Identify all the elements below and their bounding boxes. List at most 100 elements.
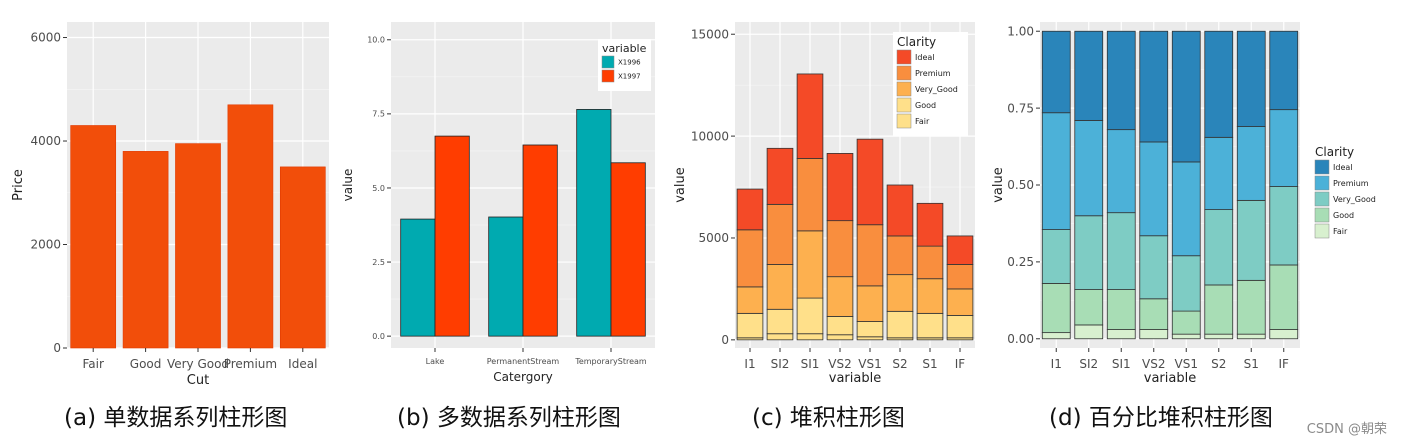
bar-premium-i1 (1041, 112, 1071, 230)
y-axis-title: value (991, 167, 1006, 203)
x-tick-label: VS2 (828, 357, 851, 371)
x-tick-label: S1 (922, 357, 937, 371)
bar-x1996-temporarystream (576, 109, 612, 337)
x-axis-title: variable (829, 371, 881, 386)
legend-label-fair: Fair (915, 117, 930, 126)
y-tick-label: 0 (721, 333, 729, 347)
bar-ideal (279, 166, 326, 349)
bar-ideal-i1 (736, 188, 764, 231)
legend-label-fair: Fair (1333, 227, 1348, 236)
bar-premium-si2 (766, 203, 794, 265)
bar-very-good-vs1 (856, 285, 884, 322)
legend-key-good (896, 97, 912, 113)
bar-premium-vs1 (856, 224, 884, 287)
x-tick-label: Lake (426, 357, 445, 366)
legend-title: variable (602, 42, 647, 55)
bar-good-s1 (916, 312, 944, 339)
x-tick-label: Ideal (288, 357, 317, 371)
y-tick-label: 0.25 (1007, 255, 1034, 269)
bar-good-i1 (1041, 283, 1071, 334)
bar-ideal-si2 (766, 147, 794, 205)
y-tick-label: 5.0 (372, 184, 385, 193)
bar-fair-vs1 (1171, 333, 1201, 340)
bar-x1997-lake (434, 135, 470, 337)
bar-very-good-vs1 (1171, 255, 1201, 312)
bar-good-if (946, 314, 974, 339)
bar-ideal-vs2 (1139, 30, 1169, 143)
legend-key-very-good (1314, 191, 1330, 207)
y-axis-title: value (673, 167, 688, 203)
x-tick-label: Good (130, 357, 162, 371)
bar-ideal-s2 (1204, 30, 1234, 138)
caption-c: (c) 堆积柱形图 (752, 405, 905, 431)
bar-ideal-s1 (916, 202, 944, 247)
y-axis-title: Price (11, 169, 26, 201)
bar-premium-s2 (1204, 136, 1234, 211)
legend-key-fair (1314, 223, 1330, 239)
x-tick-label: S2 (892, 357, 907, 371)
bar-premium-vs1 (1171, 161, 1201, 257)
legend-key-fair (896, 113, 912, 129)
bar-ideal-if (1269, 30, 1299, 111)
legend-label-good: Good (1333, 211, 1354, 220)
bar-x1997-temporarystream (610, 162, 646, 337)
bar-good-si1 (1106, 289, 1136, 330)
y-tick-label: 7.5 (372, 110, 385, 119)
bar-premium-s1 (916, 245, 944, 280)
legend: Clarity Ideal Premium Very_Good Good Fair (893, 32, 968, 136)
legend-label-good: Good (915, 101, 936, 110)
bar-premium-s1 (1236, 126, 1266, 201)
bar-fair-s1 (1236, 333, 1266, 340)
bar-very-good-s2 (886, 274, 914, 312)
bar-good-si2 (1074, 289, 1104, 326)
bar-very-good-si1 (796, 230, 824, 299)
bar-x1996-lake (400, 218, 436, 337)
x-tick-label: S1 (1244, 357, 1259, 371)
bar-very-good-si2 (766, 264, 794, 310)
bar-x1997-permanentstream (522, 144, 558, 337)
bar-premium-vs2 (826, 220, 854, 278)
y-tick-label: 2000 (30, 238, 61, 252)
y-tick-label: 4000 (30, 134, 61, 148)
x-tick-label: VS1 (1175, 357, 1198, 371)
bar-fair-i1 (1041, 332, 1071, 340)
x-tick-label: I1 (1051, 357, 1062, 371)
bar-ideal-s1 (1236, 30, 1266, 127)
y-tick-label: 0 (53, 341, 61, 355)
legend-title: Clarity (897, 35, 936, 49)
bar-ideal-si2 (1074, 30, 1104, 121)
x-tick-label: Fair (82, 357, 103, 371)
bar-premium-vs2 (1139, 141, 1169, 237)
bar-premium-si2 (1074, 120, 1104, 217)
bar-fair-s2 (1204, 333, 1234, 340)
bar-premium-i1 (736, 229, 764, 288)
legend-label-premium: Premium (915, 69, 951, 78)
bar-very-good-s1 (916, 278, 944, 314)
legend-key-very-good (896, 81, 912, 97)
y-tick-label: 2.5 (372, 258, 385, 267)
x-tick-label: Very Good (167, 357, 229, 371)
bar-fair-si2 (1074, 324, 1104, 340)
y-tick-label: 0.75 (1007, 101, 1034, 115)
legend-label-x1997: X1997 (618, 73, 641, 81)
y-tick-label: 10000 (691, 129, 729, 143)
bar-premium-if (1269, 109, 1299, 187)
bar-very-good-i1 (736, 286, 764, 314)
x-tick-label: IF (955, 357, 966, 371)
x-tick-label: PermanentStream (487, 357, 560, 366)
x-tick-label: Premium (224, 357, 277, 371)
bar-good-si2 (766, 308, 794, 335)
bar-premium-if (946, 264, 974, 290)
bar-ideal-vs1 (1171, 30, 1201, 163)
bar-ideal-si1 (1106, 30, 1136, 131)
bar-fair-vs2 (1139, 329, 1169, 340)
bar-x1996-permanentstream (488, 216, 524, 337)
legend: variable X1996 X1997 (598, 39, 651, 91)
bar-ideal-s2 (886, 184, 914, 237)
legend-key-x1996 (601, 55, 615, 69)
x-tick-label: SI2 (1079, 357, 1098, 371)
y-tick-label: 1.00 (1007, 24, 1034, 38)
bar-very-good (175, 143, 221, 349)
legend-label-premium: Premium (1333, 179, 1369, 188)
